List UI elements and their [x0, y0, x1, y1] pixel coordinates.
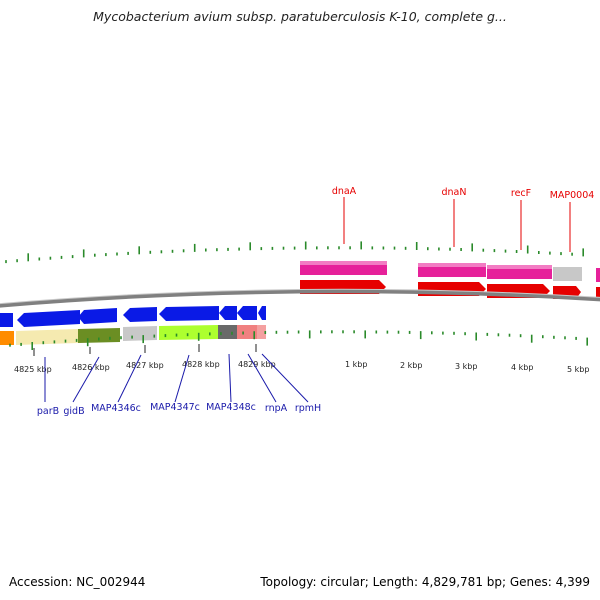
- scale-label: 3 kbp: [455, 362, 477, 371]
- gene-label-dnaN[interactable]: dnaN: [442, 187, 467, 198]
- gene-arrow-gidB: [17, 310, 80, 327]
- gene-label-parB[interactable]: parB: [37, 406, 59, 417]
- gene-arrow-map4346c: [123, 307, 157, 322]
- scale-label: 4825 kbp: [14, 365, 52, 374]
- accession-text: Accession: NC_002944: [9, 575, 146, 589]
- scale-labels: 4825 kbp 4826 kbp 4827 kbp 4828 kbp 4829…: [14, 360, 589, 374]
- gene-label-map4347c[interactable]: MAP4347c: [150, 402, 200, 413]
- gene-label-map4346c[interactable]: MAP4346c: [91, 403, 141, 414]
- outer-tick-ring: [5, 241, 585, 264]
- scale-label: 4829 kbp: [238, 360, 276, 369]
- map-title: Mycobacterium avium subsp. paratuberculo…: [93, 9, 507, 24]
- cog-bars-reverse: [0, 325, 266, 345]
- cog-bar-map0004: [553, 267, 582, 281]
- reverse-genes: [0, 306, 266, 327]
- scale-label: 4 kbp: [511, 363, 533, 372]
- scale-label: 2 kbp: [400, 361, 422, 370]
- reverse-label-leaders: [44, 353, 309, 403]
- gene-label-gidB[interactable]: gidB: [63, 406, 84, 417]
- reverse-gene-labels[interactable]: parB gidB MAP4346c MAP4347c MAP4348c rnp…: [37, 402, 321, 417]
- inner-tick-ring: [9, 330, 589, 350]
- scale-label: 5 kbp: [567, 365, 589, 374]
- gene-arrow-parB: [0, 313, 13, 327]
- gene-label-map0004[interactable]: MAP0004: [550, 190, 595, 201]
- scale-label: 1 kbp: [345, 360, 367, 369]
- gene-label-rpmH[interactable]: rpmH: [295, 403, 321, 414]
- genome-summary-text: Topology: circular; Length: 4,829,781 bp…: [260, 575, 590, 589]
- gene-label-recF[interactable]: recF: [511, 188, 531, 199]
- scale-label: 4826 kbp: [72, 363, 110, 372]
- forward-label-leaders: [343, 197, 571, 252]
- gene-arrow-rnpA: [237, 306, 257, 320]
- scale-label: 4827 kbp: [126, 361, 164, 370]
- genome-backbone: [0, 289, 600, 308]
- gene-arrow-map4348c: [219, 306, 237, 320]
- cog-bars-forward: [300, 261, 600, 282]
- gene-label-map4348c[interactable]: MAP4348c: [206, 402, 256, 413]
- scale-label: 4828 kbp: [182, 360, 220, 369]
- gene-label-dnaA[interactable]: dnaA: [332, 186, 357, 197]
- gene-label-rnpA[interactable]: rnpA: [265, 403, 288, 414]
- scale-label-ticks: [33, 344, 257, 356]
- gene-arrow-map4347c: [159, 306, 219, 321]
- forward-gene-labels[interactable]: dnaA dnaN recF MAP0004: [332, 186, 594, 201]
- gene-arrow-rpmH: [258, 306, 266, 320]
